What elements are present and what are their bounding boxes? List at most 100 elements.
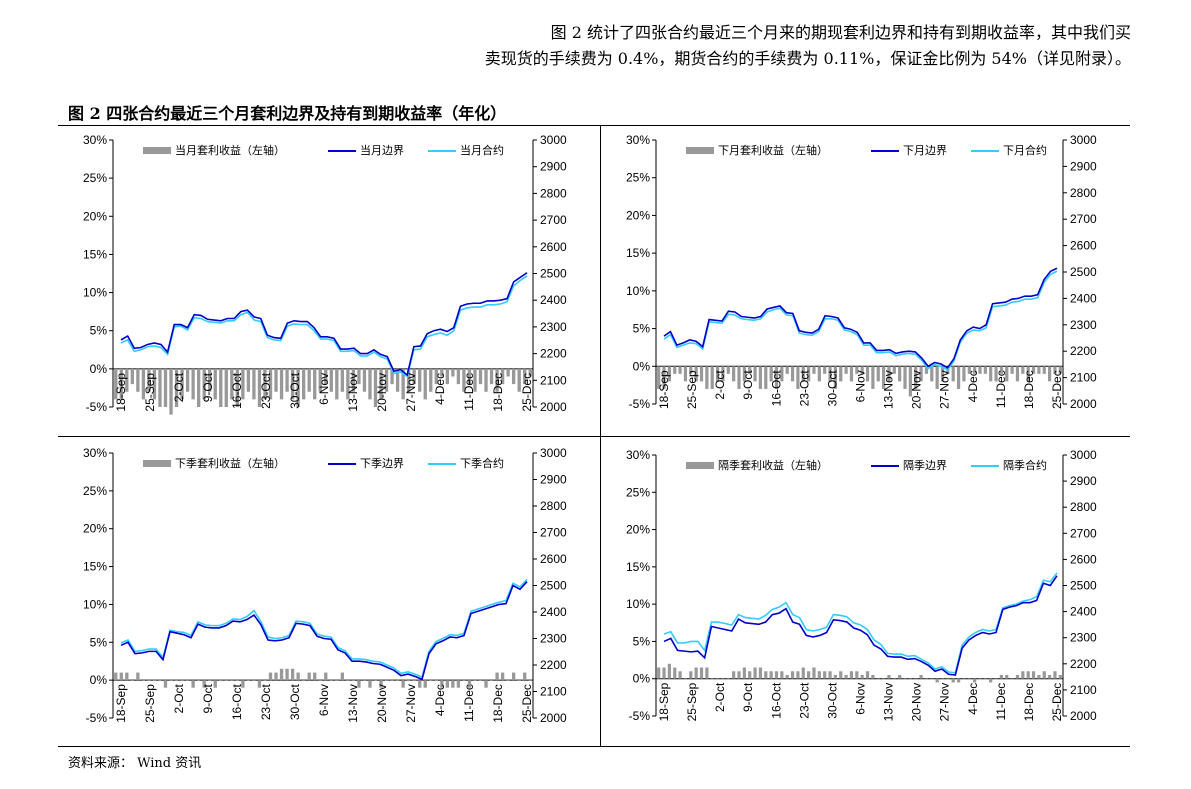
right-tick-label: 2300	[540, 320, 567, 334]
right-tick-label: 2200	[540, 658, 567, 672]
bar	[898, 674, 902, 679]
bar	[489, 368, 494, 385]
left-tick-label: 25%	[626, 485, 650, 499]
bar	[839, 366, 843, 382]
bar	[833, 366, 837, 389]
bar	[478, 680, 483, 681]
bar	[357, 680, 361, 688]
bar	[224, 680, 228, 681]
right-tick-label: 2900	[540, 473, 567, 487]
bar	[1021, 671, 1025, 679]
right-tick-label: 2400	[540, 605, 567, 619]
chart-far-quarter: -5% 0% 5% 10% 15% 20% 25% 30% 2000 2100 2200 2300 24…	[626, 448, 1097, 723]
legend-label-boundary: 隔季边界	[903, 459, 947, 472]
bar	[807, 671, 811, 679]
bar	[279, 368, 284, 400]
bar	[346, 680, 350, 681]
bar	[1005, 674, 1009, 679]
bar	[373, 680, 378, 681]
bar	[174, 680, 179, 681]
bar	[667, 663, 671, 679]
right-tick-label: 2000	[1070, 397, 1097, 411]
bar	[758, 366, 763, 389]
x-tick-label: 23-Oct	[797, 370, 811, 407]
legend-swatch-bar	[686, 462, 714, 469]
bar	[1048, 674, 1052, 679]
x-tick-label: 25-Sep	[143, 373, 157, 412]
bar	[1042, 366, 1046, 374]
bar	[429, 680, 433, 681]
bar	[379, 680, 383, 688]
bar	[351, 368, 356, 392]
bar	[930, 678, 934, 680]
right-tick-label: 2500	[540, 579, 567, 593]
right-tick-label: 3000	[540, 446, 567, 460]
left-tick-label: 5%	[90, 635, 108, 649]
bar	[865, 671, 870, 679]
bar	[500, 368, 505, 385]
bar	[462, 368, 466, 392]
bar	[401, 680, 405, 688]
x-tick-label: 11-Dec	[462, 684, 476, 722]
bar	[705, 366, 709, 389]
right-tick-label: 2000	[1070, 709, 1097, 723]
x-tick-label: 6-Nov	[317, 373, 331, 405]
bar	[235, 680, 239, 681]
bar	[489, 680, 494, 681]
bar	[346, 368, 350, 400]
source-note: 资料来源： Wind 资讯	[68, 756, 202, 771]
x-tick-label: 13-Nov	[346, 684, 360, 723]
bar	[290, 668, 295, 681]
bar	[839, 671, 843, 679]
bar	[780, 366, 784, 382]
bar	[999, 674, 1004, 679]
bar	[1031, 671, 1036, 679]
x-tick-label: 20-Nov	[910, 683, 924, 722]
right-tick-label: 2800	[1070, 186, 1097, 200]
right-tick-label: 2100	[540, 373, 567, 387]
bar	[246, 680, 251, 681]
right-tick-label: 2700	[1070, 526, 1097, 540]
x-tick-label: 13-Nov	[882, 683, 896, 722]
figure-horizontal-divider	[58, 436, 1130, 437]
right-tick-label: 2800	[540, 499, 567, 513]
left-tick-label: 10%	[626, 597, 650, 611]
bar	[823, 366, 827, 374]
bar	[467, 680, 472, 688]
bar	[1015, 674, 1020, 679]
bar	[307, 368, 311, 392]
bar	[748, 671, 752, 679]
legend-swatch-bar	[686, 147, 714, 154]
bar	[384, 368, 389, 392]
x-tick-label: 2-Oct	[172, 683, 186, 713]
bar	[919, 674, 923, 679]
bar	[208, 368, 212, 392]
x-tick-label: 25-Sep	[143, 684, 157, 723]
left-tick-label: 10%	[83, 597, 107, 611]
bar	[662, 366, 666, 389]
bar	[1053, 671, 1057, 679]
bar	[136, 368, 140, 392]
bar	[197, 368, 201, 407]
bar	[219, 368, 223, 407]
bar	[694, 366, 698, 382]
contract-line	[663, 572, 1058, 674]
bar	[742, 366, 746, 382]
bar	[898, 366, 902, 382]
x-tick-label: 30-Oct	[288, 372, 302, 409]
bar	[914, 678, 918, 680]
right-tick-label: 2700	[540, 526, 567, 540]
left-tick-label: 15%	[626, 246, 650, 260]
x-tick-label: 18-Dec	[491, 684, 505, 723]
bar	[412, 680, 416, 681]
bar	[1042, 671, 1046, 679]
legend-label-bar: 下季套利收益（左轴）	[175, 456, 285, 470]
figure-top-rule	[58, 125, 1130, 126]
bar	[434, 368, 438, 385]
x-tick-label: 18-Sep	[657, 682, 671, 721]
x-tick-label: 30-Oct	[825, 370, 839, 407]
bar	[440, 680, 444, 688]
bar	[147, 368, 151, 392]
x-tick-label: 25-Sep	[685, 682, 699, 721]
left-tick-label: 0%	[633, 672, 651, 686]
